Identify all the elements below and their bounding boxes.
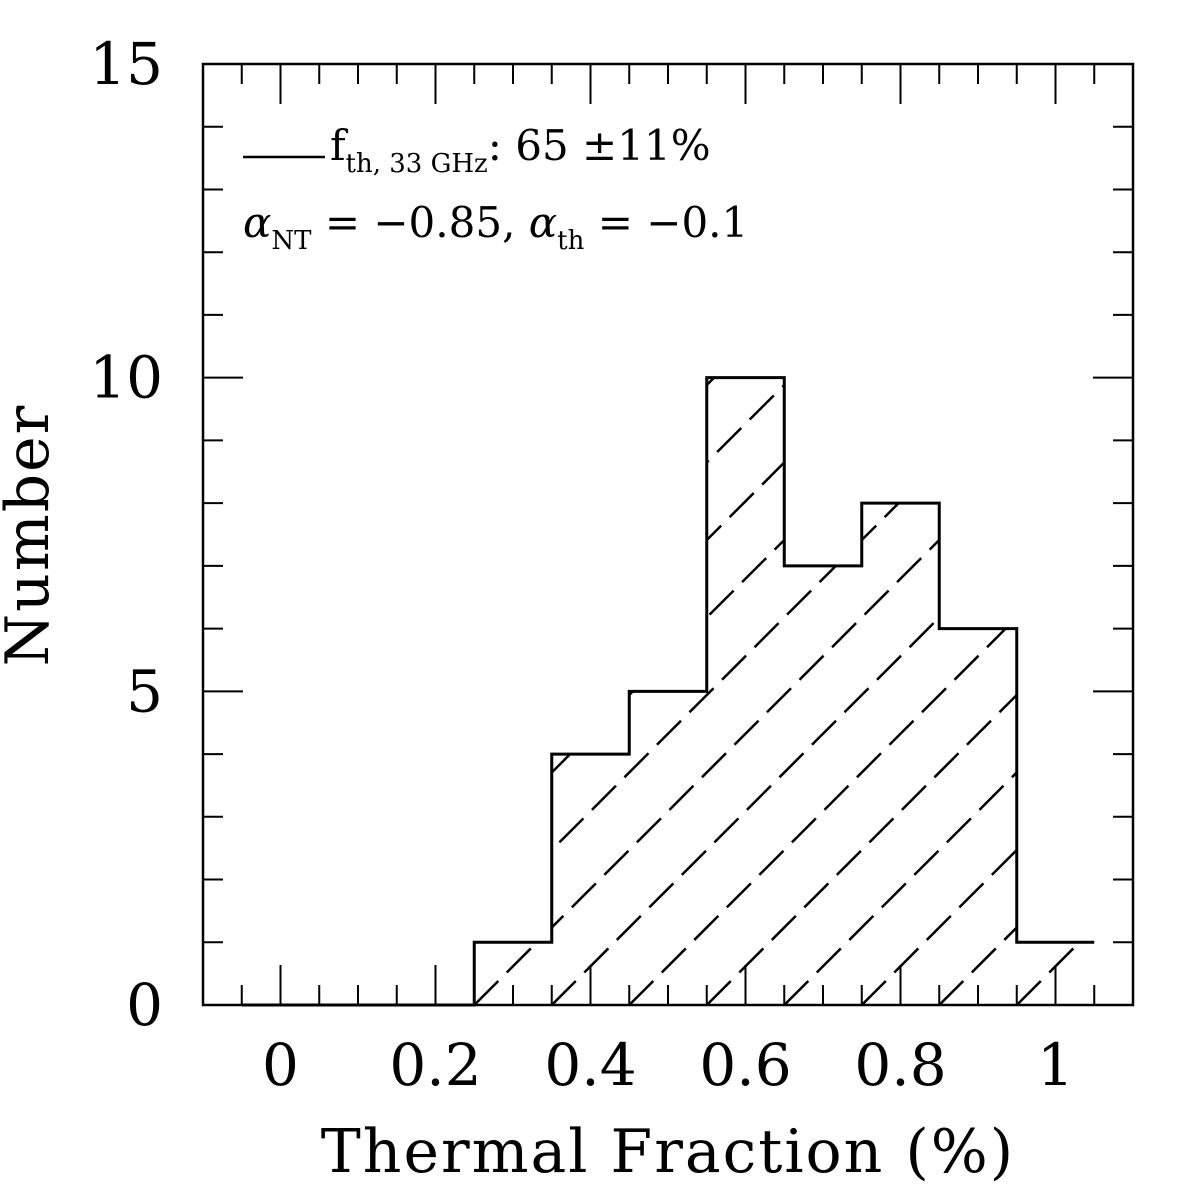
plot-frame (201, 62, 1135, 1007)
hatch-line (474, 377, 1095, 1005)
y-tick-label: 10 (89, 344, 163, 412)
x-tick-labels: 0 0.2 0.4 0.6 0.8 1 (262, 1031, 1074, 1099)
hatch-line (628, 377, 1095, 1005)
hatch-line (705, 377, 1095, 1005)
annotation-alpha-nt: α (243, 198, 271, 247)
histogram-bin (939, 629, 1017, 1005)
annotation-alpha-nt-subscript: NT (271, 226, 312, 256)
annotation-f-subscript: th, 33 GHz (346, 149, 488, 179)
annotation-alpha-nt-value: = −0.85, (311, 198, 528, 247)
annotation-f: f (330, 121, 349, 170)
y-tick-label: 0 (126, 971, 163, 1039)
hatch-line (1093, 377, 1095, 1005)
y-axis-label: Number (0, 404, 63, 667)
x-axis-label: Thermal Fraction (%) (321, 1117, 1015, 1187)
annotation: fth, 33 GHz: 65 ±11% αNT = −0.85, αth = … (243, 121, 748, 256)
x-tick-label: 0.8 (854, 1031, 946, 1099)
annotation-f-value: : 65 ±11% (488, 121, 711, 170)
annotation-line-1: fth, 33 GHz: 65 ±11% (330, 121, 711, 179)
x-tick-label: 1 (1037, 1031, 1074, 1099)
axis-ticks (203, 64, 1133, 1005)
hatch-line (1172, 5, 1195, 1005)
histogram-outline (241, 376, 1095, 1007)
hatch-line (783, 377, 1095, 1005)
histogram-bin (707, 378, 785, 1005)
y-tick-label: 15 (89, 30, 163, 98)
histogram-bin (629, 691, 707, 1005)
hatch-line (1015, 377, 1095, 1005)
hatch-line (860, 377, 1095, 1005)
annotation-alpha-th: α (529, 198, 557, 247)
annotation-alpha-th-subscript: th (557, 226, 584, 256)
y-tick-label: 5 (126, 657, 163, 725)
x-tick-label: 0.2 (389, 1031, 481, 1099)
hatch-line (938, 377, 1095, 1005)
hatch-line (474, 377, 1095, 1005)
x-tick-label: 0 (262, 1031, 299, 1099)
annotation-line-2: αNT = −0.85, αth = −0.1 (243, 198, 748, 256)
y-tick-labels: 0 5 10 15 (89, 30, 163, 1039)
annotation-alpha-th-value: = −0.1 (584, 198, 748, 247)
x-tick-label: 0.4 (544, 1031, 636, 1099)
histogram-step-line (241, 376, 1095, 1007)
x-tick-label: 0.6 (699, 1031, 791, 1099)
